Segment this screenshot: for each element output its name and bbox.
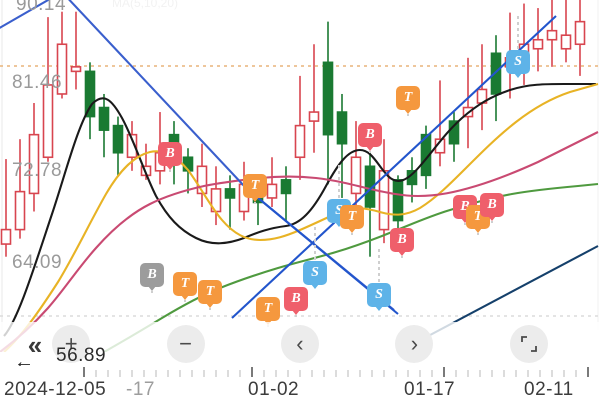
signal-marker-t[interactable]: T	[340, 205, 364, 233]
trend-line-blue-down-2	[68, 0, 395, 311]
candle-body	[546, 29, 558, 41]
candle-body	[84, 70, 96, 118]
minus-icon: −	[179, 331, 192, 356]
candle-body	[112, 124, 124, 154]
candle-body	[560, 34, 572, 50]
signal-marker-b[interactable]: B	[480, 193, 504, 221]
scroll-right-button[interactable]: ›	[395, 325, 434, 363]
signal-marker-t[interactable]: T	[243, 174, 267, 202]
candle-body	[70, 66, 82, 73]
candle-body	[98, 106, 110, 131]
candle-body	[14, 190, 26, 231]
signal-marker-s[interactable]: S	[303, 261, 327, 289]
candle-body	[574, 20, 586, 46]
candle-body	[490, 52, 502, 95]
candle-body	[308, 111, 320, 122]
candle-body	[280, 179, 292, 195]
chevron-right-icon: ›	[410, 331, 419, 356]
candle-body	[42, 84, 54, 159]
date-label-0: 2024-12-05	[4, 379, 107, 400]
double-chevron-left-icon: «	[27, 330, 43, 360]
date-axis: 2024-12-05 -17 01-02 01-17 02-11	[0, 366, 600, 400]
date-label-3: 01-17	[404, 379, 456, 400]
candle-body	[364, 165, 376, 208]
chevron-left-icon: ‹	[296, 331, 304, 356]
candle-body	[0, 228, 12, 245]
signal-marker-b[interactable]: B	[284, 287, 308, 315]
scroll-left-button[interactable]: ‹	[280, 325, 319, 363]
signal-marker-b[interactable]: B	[140, 263, 164, 291]
signal-marker-b[interactable]: B	[390, 228, 414, 256]
candle-body	[196, 165, 208, 195]
ma-line-black	[3, 82, 596, 337]
signal-marker-t[interactable]: T	[198, 280, 222, 308]
trend-line-blue-up-2	[231, 15, 557, 319]
ma-line-gold	[3, 82, 599, 352]
candle-body	[392, 179, 404, 222]
candle-body	[28, 133, 40, 195]
signal-stems	[151, 16, 519, 327]
fullscreen-icon	[520, 336, 537, 352]
clipped-header-text: MA(5,10,20)	[112, 0, 179, 10]
signal-marker-s[interactable]: S	[367, 283, 391, 311]
candle-body	[336, 111, 348, 145]
candle-body	[448, 120, 460, 145]
candle-body	[126, 133, 138, 159]
candle-body	[350, 156, 362, 195]
signal-marker-s[interactable]: S	[506, 50, 530, 78]
candlestick-series	[0, 0, 586, 257]
zoom-out-button[interactable]: −	[166, 325, 205, 363]
price-label-3: 64.09	[12, 252, 63, 273]
current-price-readout: 56.89	[56, 345, 107, 366]
price-label-2: 72.78	[12, 160, 63, 181]
candle-body	[266, 183, 278, 199]
signal-marker-t[interactable]: T	[256, 297, 280, 325]
price-label-0: 90.14	[16, 0, 67, 15]
ma-line-crimson	[0, 131, 599, 352]
date-label-2: 01-02	[248, 379, 300, 400]
candle-body	[294, 124, 306, 159]
chart-toolbar: + − ‹ ›	[0, 322, 600, 366]
plus-icon: +	[64, 331, 78, 356]
signal-marker-t[interactable]: T	[173, 272, 197, 300]
price-label-1: 81.46	[12, 72, 63, 93]
trend-line-blue-down	[0, 0, 51, 29]
collapse-button[interactable]: «	[18, 330, 52, 360]
signal-marker-t[interactable]: T	[396, 86, 420, 114]
date-label-1: -17	[126, 379, 155, 400]
candle-body	[224, 188, 236, 199]
axis-ticks	[83, 367, 589, 377]
signal-marker-b[interactable]: B	[158, 142, 182, 170]
candle-body	[532, 38, 544, 50]
candle-body	[322, 61, 334, 136]
candle-body	[56, 43, 68, 95]
signal-marker-b[interactable]: B	[358, 123, 382, 151]
date-label-4: 02-11	[524, 379, 574, 400]
fullscreen-button[interactable]	[509, 325, 548, 363]
zoom-in-button[interactable]: +	[52, 325, 91, 363]
